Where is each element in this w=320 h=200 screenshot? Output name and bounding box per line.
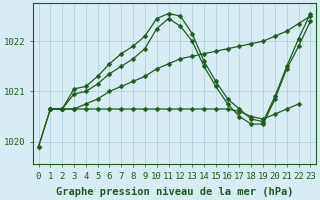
X-axis label: Graphe pression niveau de la mer (hPa): Graphe pression niveau de la mer (hPa) [56, 186, 293, 197]
